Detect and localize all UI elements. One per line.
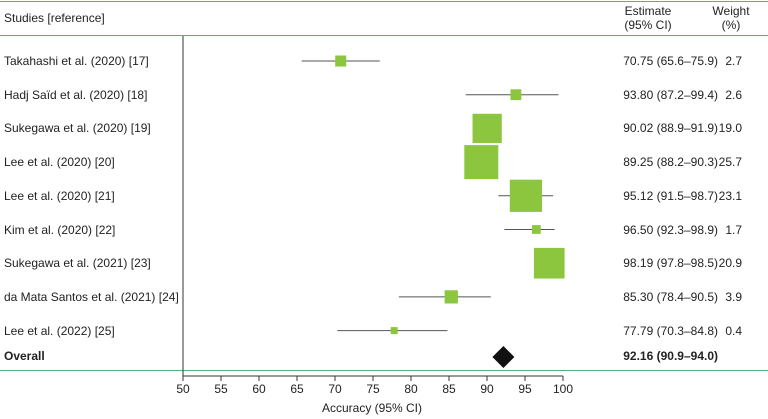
estimate-marker — [335, 55, 347, 67]
weight-column-header-line1: Weight — [712, 4, 750, 18]
estimate-marker — [472, 113, 502, 144]
x-tick-label: 95 — [518, 382, 532, 396]
overall-diamond — [492, 346, 515, 368]
x-tick-label: 80 — [404, 382, 418, 396]
estimate-marker — [509, 179, 543, 212]
weight-text: 0.4 — [725, 323, 742, 338]
x-tick-label: 90 — [480, 382, 494, 396]
estimate-ci-text: 93.80 (87.2–99.4) — [623, 87, 718, 102]
study-label: Kim et al. (2020) [22] — [4, 222, 116, 237]
x-tick-label: 100 — [553, 382, 573, 396]
x-tick-label: 75 — [366, 382, 380, 396]
estimate-ci-text: 96.50 (92.3–98.9) — [623, 222, 718, 237]
estimate-ci-text: 89.25 (88.2–90.3) — [623, 155, 718, 170]
study-label: Lee et al. (2022) [25] — [4, 323, 115, 338]
studies-column-header: Studies [reference] — [4, 11, 105, 25]
estimate-ci-text: 85.30 (78.4–90.5) — [623, 289, 718, 304]
estimate-ci-text: 77.79 (70.3–84.8) — [623, 323, 718, 338]
study-label: Lee et al. (2020) [21] — [4, 188, 115, 203]
weight-text: 3.9 — [725, 289, 742, 304]
header-rule — [0, 35, 768, 36]
weight-text: 25.7 — [718, 155, 742, 170]
weight-text: 1.7 — [725, 222, 742, 237]
weight-text: 2.7 — [725, 54, 742, 68]
x-tick-label: 70 — [328, 382, 342, 396]
weight-text: 20.9 — [718, 256, 742, 271]
top-rule — [0, 1, 768, 2]
overall-label: Overall — [4, 349, 45, 363]
weight-text: 2.6 — [725, 87, 742, 102]
estimate-ci-text: 95.12 (91.5–98.7) — [623, 188, 718, 203]
estimate-marker — [390, 327, 398, 335]
estimate-ci-text: 98.19 (97.8–98.5) — [623, 256, 718, 271]
estimate-marker — [510, 89, 522, 101]
estimate-column-header-line1: Estimate — [624, 4, 672, 18]
estimate-ci-text: 70.75 (65.6–75.9) — [623, 54, 718, 68]
study-label: Sukegawa et al. (2021) [23] — [4, 256, 151, 271]
x-axis-label: Accuracy (95% CI) — [321, 401, 423, 415]
overall-estimate-text: 92.16 (90.9–94.0) — [623, 349, 718, 363]
weight-column-header-line2: (%) — [721, 18, 741, 32]
estimate-marker — [532, 225, 541, 234]
estimate-marker — [464, 145, 499, 180]
x-tick-label: 85 — [442, 382, 456, 396]
study-label: Lee et al. (2020) [20] — [4, 155, 115, 170]
weight-text: 23.1 — [718, 188, 742, 203]
study-label: Sukegawa et al. (2020) [19] — [4, 121, 151, 136]
estimate-marker — [533, 247, 565, 279]
study-label: da Mata Santos et al. (2021) [24] — [4, 289, 179, 304]
estimate-column-header-line2: (95% CI) — [624, 18, 672, 32]
study-label: Hadj Saïd et al. (2020) [18] — [4, 87, 148, 102]
bottom-rule — [0, 370, 768, 371]
estimate-marker — [444, 290, 458, 304]
x-tick-label: 65 — [290, 382, 304, 396]
x-tick-label: 50 — [176, 382, 190, 396]
x-tick-label: 55 — [214, 382, 228, 396]
weight-text: 19.0 — [718, 121, 742, 136]
estimate-ci-text: 90.02 (88.9–91.9) — [623, 121, 718, 136]
x-tick-label: 60 — [252, 382, 266, 396]
study-label: Takahashi et al. (2020) [17] — [4, 54, 149, 68]
